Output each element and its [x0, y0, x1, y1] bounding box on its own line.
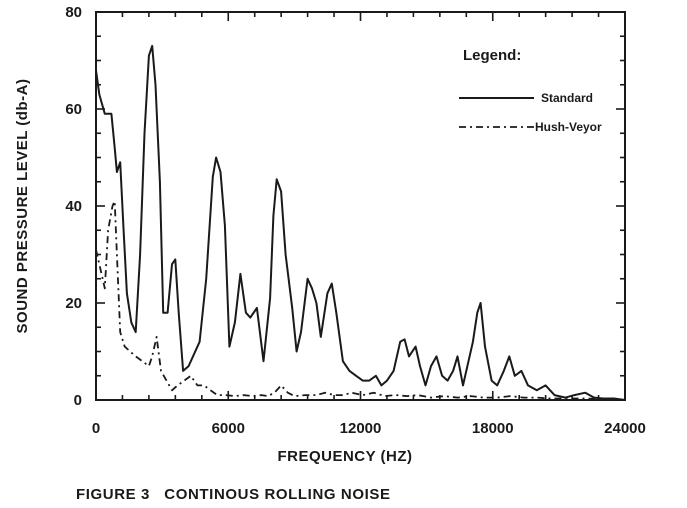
y-tick-label: 0: [74, 392, 82, 409]
x-tick-label: 18000: [472, 420, 514, 437]
x-tick-label: 0: [92, 420, 100, 437]
legend-label-hush-veyor: Hush-Veyor: [535, 120, 602, 134]
y-axis-title: SOUND PRESSURE LEVEL (db-A): [14, 79, 31, 334]
figure-caption: FIGURE 3 CONTINOUS ROLLING NOISE: [76, 486, 391, 503]
y-tick-label: 40: [65, 198, 82, 215]
y-tick-label: 60: [65, 101, 82, 118]
axis-ticks: [95, 11, 626, 401]
y-tick-label: 80: [65, 4, 82, 21]
x-tick-label: 6000: [212, 420, 245, 437]
y-tick-label: 20: [65, 295, 82, 312]
plot-frame: [95, 11, 626, 401]
x-axis-title: FREQUENCY (HZ): [277, 448, 412, 465]
series-line-hush-veyor: [95, 200, 626, 401]
y-tick-labels: 0 20 40 60 80: [65, 4, 82, 409]
series-line-standard: [95, 44, 626, 401]
legend-label-standard: Standard: [541, 91, 593, 105]
x-tick-labels: 0 6000 12000 18000 24000: [92, 420, 646, 437]
legend: Legend: Standard Hush-Veyor: [459, 47, 602, 134]
legend-title: Legend:: [463, 47, 521, 64]
x-tick-label: 12000: [340, 420, 382, 437]
x-tick-label: 24000: [604, 420, 646, 437]
